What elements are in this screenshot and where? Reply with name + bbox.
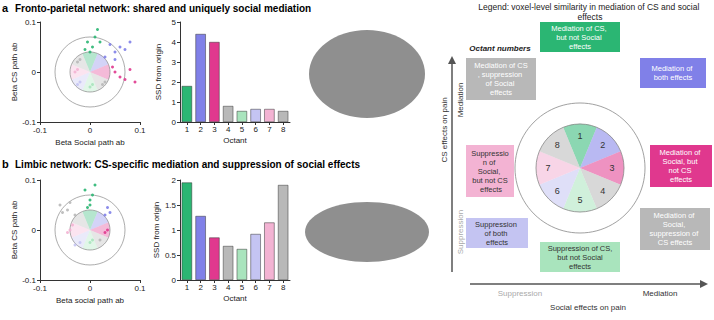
svg-text:1: 1 bbox=[185, 283, 190, 292]
svg-text:both effects: both effects bbox=[654, 73, 693, 82]
svg-text:5: 5 bbox=[240, 125, 245, 134]
svg-text:0.1: 0.1 bbox=[134, 126, 146, 135]
svg-text:of both: of both bbox=[484, 229, 509, 238]
svg-text:4: 4 bbox=[226, 125, 231, 134]
svg-text:3: 3 bbox=[212, 125, 217, 134]
svg-text:5: 5 bbox=[577, 195, 582, 205]
svg-text:1.5: 1.5 bbox=[165, 201, 177, 210]
svg-text:2: 2 bbox=[172, 176, 177, 185]
svg-text:0.1: 0.1 bbox=[25, 18, 37, 27]
svg-text:CS effects: CS effects bbox=[658, 238, 693, 247]
svg-text:2: 2 bbox=[198, 125, 203, 134]
svg-text:7: 7 bbox=[267, 283, 272, 292]
svg-text:5: 5 bbox=[172, 18, 177, 27]
svg-text:0: 0 bbox=[172, 118, 177, 127]
svg-text:effects: effects bbox=[569, 262, 591, 271]
svg-text:3: 3 bbox=[172, 58, 177, 67]
svg-text:0: 0 bbox=[32, 226, 37, 235]
svg-text:2: 2 bbox=[600, 140, 605, 150]
svg-text:Suppression: Suppression bbox=[456, 210, 465, 254]
svg-text:not CS: not CS bbox=[668, 166, 693, 175]
svg-text:2: 2 bbox=[172, 78, 177, 87]
svg-text:Suppressio: Suppressio bbox=[471, 149, 509, 158]
svg-text:n of: n of bbox=[483, 158, 498, 167]
svg-text:effects: effects bbox=[670, 175, 692, 184]
svg-text:Octant: Octant bbox=[223, 294, 247, 303]
svg-text:3: 3 bbox=[609, 163, 614, 173]
svg-text:6: 6 bbox=[253, 283, 258, 292]
svg-text:Social, but: Social, but bbox=[662, 157, 699, 166]
svg-text:1: 1 bbox=[577, 131, 582, 141]
svg-text:0: 0 bbox=[88, 126, 93, 135]
svg-text:8: 8 bbox=[555, 140, 560, 150]
svg-text:suppression of: suppression of bbox=[650, 229, 701, 238]
svg-text:-0.1: -0.1 bbox=[22, 117, 36, 127]
svg-text:Social,: Social, bbox=[478, 167, 503, 176]
svg-text:Suppression of CS,: Suppression of CS, bbox=[548, 244, 613, 253]
svg-text:4: 4 bbox=[226, 283, 231, 292]
svg-text:Octant: Octant bbox=[223, 136, 247, 145]
svg-text:but not Social: but not Social bbox=[555, 253, 605, 262]
svg-text:effects: effects bbox=[486, 238, 508, 247]
svg-text:Beta CS path ab: Beta CS path ab bbox=[10, 200, 19, 259]
svg-text:Mediation: Mediation bbox=[643, 289, 678, 298]
svg-text:5: 5 bbox=[240, 283, 245, 292]
svg-text:but not Social: but not Social bbox=[556, 33, 604, 42]
svg-text:-0.1: -0.1 bbox=[33, 126, 47, 135]
svg-text:0.1: 0.1 bbox=[134, 284, 146, 293]
svg-text:Mediation of: Mediation of bbox=[652, 64, 695, 73]
svg-text:4: 4 bbox=[600, 186, 605, 196]
svg-text:Mediation: Mediation bbox=[456, 83, 465, 118]
svg-text:Social effects on pain: Social effects on pain bbox=[550, 303, 626, 312]
svg-text:8: 8 bbox=[281, 283, 286, 292]
svg-text:2: 2 bbox=[198, 283, 203, 292]
svg-text:1: 1 bbox=[185, 125, 190, 134]
svg-text:b: b bbox=[2, 158, 9, 170]
svg-text:0: 0 bbox=[172, 276, 177, 285]
svg-text:Suppression: Suppression bbox=[475, 220, 519, 229]
svg-text:Beta social path ab: Beta social path ab bbox=[56, 296, 125, 305]
svg-text:a: a bbox=[2, 2, 9, 14]
svg-text:, suppression: , suppression bbox=[478, 70, 525, 79]
svg-text:Suppression: Suppression bbox=[498, 289, 542, 298]
svg-text:effects: effects bbox=[490, 88, 512, 97]
svg-text:of Social: of Social bbox=[486, 79, 517, 88]
svg-text:CS effects on pain: CS effects on pain bbox=[440, 97, 449, 162]
svg-text:0.5: 0.5 bbox=[165, 251, 177, 260]
svg-text:6: 6 bbox=[555, 186, 560, 196]
svg-text:-0.1: -0.1 bbox=[33, 284, 47, 293]
svg-text:effects: effects bbox=[478, 185, 502, 194]
svg-text:7: 7 bbox=[545, 163, 550, 173]
svg-text:Social,: Social, bbox=[663, 220, 688, 229]
svg-text:8: 8 bbox=[281, 125, 286, 134]
svg-text:Beta CS path ab: Beta CS path ab bbox=[10, 42, 19, 101]
svg-text:0.1: 0.1 bbox=[25, 176, 37, 185]
svg-text:4: 4 bbox=[172, 38, 177, 47]
svg-text:3: 3 bbox=[212, 283, 217, 292]
svg-text:Legend: voxel-level similarity: Legend: voxel-level similarity in mediat… bbox=[478, 2, 701, 12]
svg-text:7: 7 bbox=[267, 125, 272, 134]
svg-text:SSD from origin: SSD from origin bbox=[154, 44, 163, 100]
svg-text:Mediation of: Mediation of bbox=[660, 148, 703, 157]
svg-text:-0.1: -0.1 bbox=[22, 275, 36, 285]
svg-text:SSD from origin: SSD from origin bbox=[152, 202, 161, 258]
svg-text:1: 1 bbox=[172, 98, 177, 107]
svg-text:Limbic network: CS-specific me: Limbic network: CS-specific mediation an… bbox=[15, 159, 361, 170]
svg-text:0: 0 bbox=[32, 68, 37, 77]
svg-text:Octant numbers: Octant numbers bbox=[469, 44, 531, 53]
svg-text:but not CS: but not CS bbox=[472, 176, 507, 185]
svg-text:effects: effects bbox=[569, 42, 591, 51]
svg-text:6: 6 bbox=[253, 125, 258, 134]
svg-text:Beta Social path ab: Beta Social path ab bbox=[55, 138, 125, 147]
svg-text:1: 1 bbox=[172, 226, 177, 235]
svg-text:Fronto-parietal network: share: Fronto-parietal network: shared and uniq… bbox=[15, 3, 311, 14]
svg-text:0: 0 bbox=[88, 284, 93, 293]
svg-text:Mediation of CS: Mediation of CS bbox=[474, 61, 527, 70]
svg-text:Mediation of: Mediation of bbox=[654, 211, 697, 220]
svg-text:Mediation of CS,: Mediation of CS, bbox=[551, 24, 609, 33]
svg-text:effects: effects bbox=[578, 12, 603, 22]
